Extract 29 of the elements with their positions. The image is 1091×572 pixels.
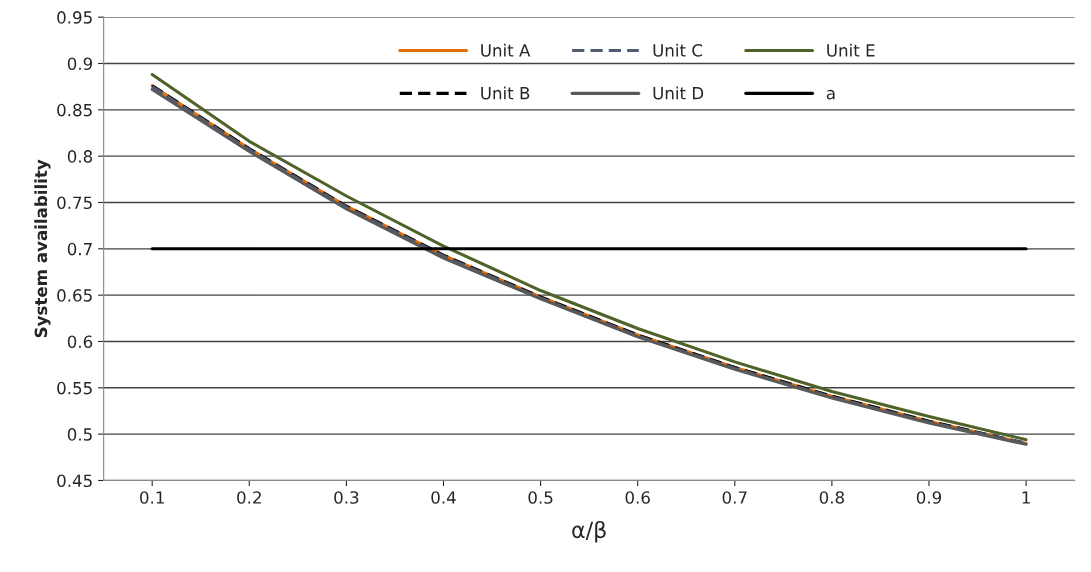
y-tick-label: 0.85 xyxy=(57,103,92,117)
x-tick-label: 0.8 xyxy=(819,491,844,504)
y-tick-label: 0.5 xyxy=(67,428,92,441)
x-tick-label: 0.7 xyxy=(722,491,747,504)
y-axis-title: System availability xyxy=(34,159,51,338)
x-tick-label: 0.9 xyxy=(916,491,942,504)
y-tick-label: 0.65 xyxy=(57,289,92,302)
y-tick-label: 0.7 xyxy=(67,242,92,256)
x-tick-label: 1 xyxy=(1022,491,1030,504)
y-tick-label: 0.75 xyxy=(57,196,92,210)
y-tick-label: 0.55 xyxy=(57,381,92,395)
legend-label: a xyxy=(826,89,835,100)
legend-label: Unit A xyxy=(481,43,531,57)
x-tick-label: 0.4 xyxy=(431,491,456,504)
x-axis-title: α/β xyxy=(572,520,606,543)
legend-label: Unit D xyxy=(653,86,704,100)
y-tick-label: 0.95 xyxy=(57,11,92,24)
legend-label: Unit C xyxy=(653,43,703,57)
y-tick-label: 0.9 xyxy=(67,57,93,71)
legend-label: Unit B xyxy=(481,86,530,100)
x-tick-label: 0.5 xyxy=(528,491,553,504)
x-tick-label: 0.2 xyxy=(237,491,261,504)
y-tick-label: 0.8 xyxy=(67,150,93,163)
x-tick-label: 0.3 xyxy=(334,491,359,504)
y-tick-label: 0.45 xyxy=(57,474,92,488)
x-tick-label: 0.1 xyxy=(140,491,164,504)
x-tick-label: 0.6 xyxy=(625,491,650,504)
y-tick-label: 0.6 xyxy=(67,335,93,349)
legend-label: Unit E xyxy=(827,43,875,57)
